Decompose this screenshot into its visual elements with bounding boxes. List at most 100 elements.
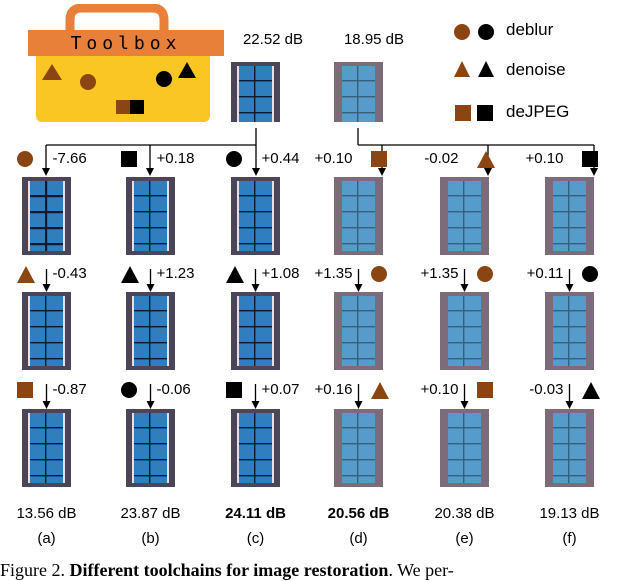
toolbox-triangle-black	[178, 62, 196, 78]
arrowhead-c-2	[251, 284, 260, 292]
step-delta-f-2: +0.11	[526, 265, 564, 282]
result-image-b-3	[126, 409, 175, 487]
column-label-b: (b)	[141, 530, 160, 547]
input-psnr-right: 18.95 dB	[343, 31, 405, 48]
final-psnr-e: 20.38 dB	[434, 505, 495, 522]
dejpeg-black-square-icon	[225, 382, 242, 398]
step-delta-e-3: +0.10	[420, 381, 459, 398]
arrowhead-b-3	[146, 401, 155, 409]
deblur-black-circle-icon	[478, 24, 494, 40]
result-image-f-2	[545, 292, 594, 370]
step-delta-c-1: +0.44	[261, 150, 300, 167]
result-image-e-3	[440, 409, 489, 487]
dejpeg-black-square-icon	[477, 105, 493, 121]
toolbox-triangle-brown	[42, 64, 62, 80]
figure-caption: Figure 2. Different toolchains for image…	[0, 560, 640, 581]
step-delta-e-2: +1.35	[420, 265, 459, 282]
result-image-a-1	[22, 177, 71, 255]
step-delta-a-3: -0.87	[52, 381, 87, 398]
result-image-e-1	[440, 177, 489, 255]
result-image-d-1	[334, 177, 383, 255]
result-image-a-3	[22, 409, 71, 487]
final-psnr-d: 20.56 dB	[327, 505, 390, 522]
result-image-f-1	[545, 177, 594, 255]
denoise-brown-triangle-icon	[370, 382, 389, 399]
deblur-black-circle-icon	[581, 266, 598, 282]
legend-denoise-label: denoise	[506, 60, 566, 79]
toolbox-circle-brown	[80, 74, 96, 90]
deblur-brown-circle-icon	[454, 24, 470, 40]
result-image-d-3	[334, 409, 383, 487]
input-psnr-left: 22.52 dB	[242, 31, 304, 48]
column-label-d: (d)	[349, 530, 368, 547]
step-delta-d-3: +0.16	[314, 381, 353, 398]
denoise-brown-triangle-icon	[476, 151, 495, 168]
input-image-left	[231, 62, 280, 122]
dejpeg-brown-square-icon	[370, 151, 387, 167]
result-image-b-1	[126, 177, 175, 255]
step-delta-c-2: +1.08	[261, 265, 300, 282]
column-label-a: (a)	[37, 530, 56, 547]
dejpeg-black-square-icon	[120, 151, 137, 167]
deblur-brown-circle-icon	[476, 266, 493, 282]
arrowhead-f-3	[565, 401, 574, 409]
caption-suffix: . We per-	[388, 560, 454, 580]
dejpeg-brown-square-icon	[455, 105, 471, 121]
step-delta-a-1: -7.66	[52, 150, 87, 167]
deblur-black-circle-icon	[120, 382, 137, 398]
denoise-black-triangle-icon	[225, 266, 244, 283]
deblur-brown-circle-icon	[370, 266, 387, 282]
result-image-c-3	[231, 409, 280, 487]
final-psnr-c: 24.11 dB	[225, 505, 286, 522]
toolbox-square-brown	[116, 100, 130, 114]
result-image-c-2	[231, 292, 280, 370]
toolbox: Toolbox	[28, 3, 224, 124]
step-delta-b-1: +0.18	[156, 150, 195, 167]
denoise-triangles-icon	[454, 61, 494, 77]
column-label-e: (e)	[455, 530, 474, 547]
result-image-f-3	[545, 409, 594, 487]
arrowhead-f-2	[565, 284, 574, 292]
arrowhead-e-3	[460, 401, 469, 409]
dejpeg-brown-square-icon	[476, 382, 493, 398]
final-psnr-b: 23.87 dB	[120, 505, 181, 522]
step-delta-b-3: -0.06	[156, 381, 191, 398]
arrowhead-b-2	[146, 284, 155, 292]
step-delta-d-1: +0.10	[314, 150, 353, 167]
step-delta-f-3: -0.03	[529, 381, 564, 398]
step-delta-a-2: -0.43	[52, 265, 87, 282]
toolbox-circle-black	[156, 71, 172, 87]
denoise-brown-triangle-icon	[16, 266, 35, 283]
column-label-c: (c)	[246, 530, 265, 547]
toolbox-label: Toolbox	[70, 33, 182, 54]
step-delta-f-1: +0.10	[525, 150, 564, 167]
arrowhead-a-3	[42, 401, 51, 409]
step-delta-e-1: -0.02	[424, 150, 459, 167]
result-image-e-2	[440, 292, 489, 370]
dejpeg-brown-square-icon	[16, 382, 33, 398]
deblur-brown-circle-icon	[16, 151, 33, 167]
arrowhead-c-3	[251, 401, 260, 409]
arrowhead-a-2	[42, 284, 51, 292]
input-image-right	[334, 62, 383, 122]
result-image-c-1	[231, 177, 280, 255]
final-psnr-a: 13.56 dB	[16, 505, 77, 522]
column-label-f: (f)	[562, 530, 577, 547]
caption-title: Different toolchains for image restorati…	[69, 560, 389, 580]
arrowhead-e-2	[460, 284, 469, 292]
legend: deblur denoise deJPEG	[452, 16, 632, 136]
result-image-a-2	[22, 292, 71, 370]
arrowhead-d-3	[354, 401, 363, 409]
caption-prefix: Figure 2.	[0, 560, 70, 580]
deblur-black-circle-icon	[225, 151, 242, 167]
result-image-d-2	[334, 292, 383, 370]
step-delta-c-3: +0.07	[261, 381, 300, 398]
denoise-black-triangle-icon	[120, 266, 139, 283]
arrowhead-d-2	[354, 284, 363, 292]
step-delta-d-2: +1.35	[314, 265, 353, 282]
dejpeg-black-square-icon	[581, 151, 598, 167]
legend-deblur-label: deblur	[506, 20, 554, 39]
result-image-b-2	[126, 292, 175, 370]
step-delta-b-2: +1.23	[156, 265, 195, 282]
